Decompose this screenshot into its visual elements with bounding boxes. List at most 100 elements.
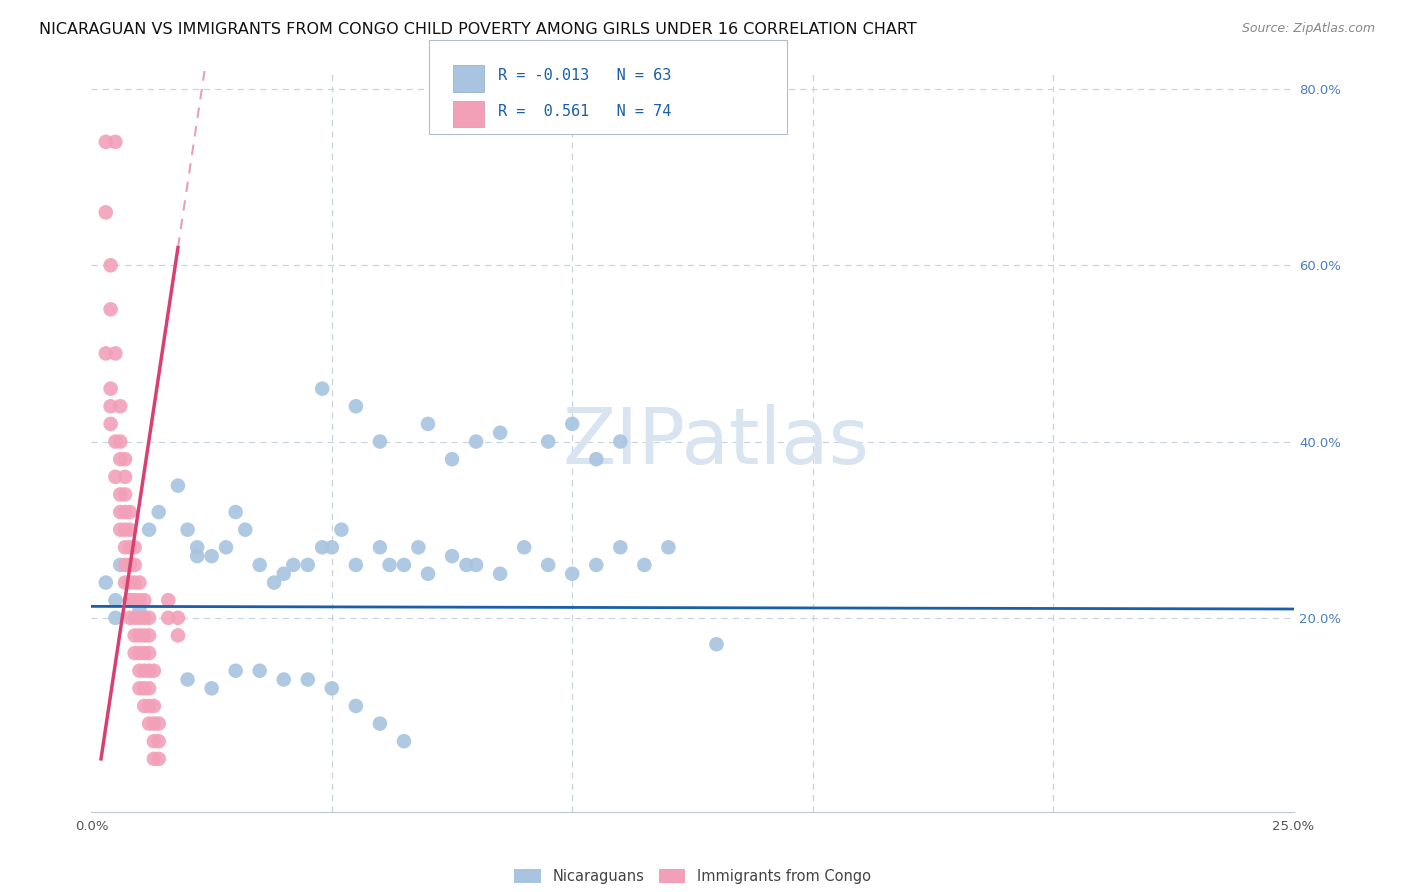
Point <box>110 558 132 572</box>
Point <box>657 541 679 555</box>
Point <box>378 558 401 572</box>
Point <box>104 135 127 149</box>
Point <box>110 523 132 537</box>
Point <box>128 628 150 642</box>
Point <box>489 566 512 581</box>
Point <box>176 523 198 537</box>
Point <box>118 611 141 625</box>
Point <box>186 549 208 563</box>
Point <box>311 382 333 396</box>
Point <box>114 558 136 572</box>
Point <box>110 487 132 501</box>
Point <box>283 558 305 572</box>
Point <box>344 698 367 713</box>
Point <box>104 593 127 607</box>
Point <box>118 593 141 607</box>
Point <box>100 417 122 431</box>
Point <box>104 346 127 360</box>
Point <box>128 681 150 696</box>
Point <box>148 505 170 519</box>
Point <box>392 734 415 748</box>
Point <box>114 541 136 555</box>
Point <box>249 558 271 572</box>
Point <box>186 541 208 555</box>
Point <box>537 434 560 449</box>
Point <box>110 434 132 449</box>
Point <box>225 664 247 678</box>
Point <box>456 558 478 572</box>
Point <box>114 575 136 590</box>
Point <box>408 541 430 555</box>
Point <box>134 664 156 678</box>
Point <box>104 611 127 625</box>
Point <box>142 698 165 713</box>
Point <box>416 566 439 581</box>
Point <box>138 628 160 642</box>
Point <box>124 575 146 590</box>
Point <box>201 549 224 563</box>
Point <box>344 399 367 413</box>
Point <box>561 417 583 431</box>
Point <box>167 628 190 642</box>
Point <box>118 541 141 555</box>
Point <box>118 575 141 590</box>
Point <box>330 523 353 537</box>
Point <box>134 698 156 713</box>
Point <box>440 549 463 563</box>
Point <box>157 611 180 625</box>
Point <box>100 382 122 396</box>
Point <box>416 417 439 431</box>
Point <box>124 646 146 660</box>
Point <box>368 434 391 449</box>
Point <box>128 602 150 616</box>
Point <box>201 681 224 696</box>
Point <box>110 452 132 467</box>
Point <box>128 664 150 678</box>
Point <box>233 523 256 537</box>
Point <box>134 611 156 625</box>
Point <box>167 478 190 492</box>
Point <box>311 541 333 555</box>
Point <box>585 452 607 467</box>
Point <box>118 558 141 572</box>
Point <box>104 470 127 484</box>
Point <box>124 558 146 572</box>
Point <box>124 611 146 625</box>
Point <box>465 558 488 572</box>
Point <box>167 611 190 625</box>
Point <box>114 470 136 484</box>
Point <box>148 734 170 748</box>
Point <box>513 541 536 555</box>
Text: R =  0.561   N = 74: R = 0.561 N = 74 <box>498 104 671 119</box>
Point <box>321 681 343 696</box>
Point <box>100 258 122 272</box>
Point <box>142 716 165 731</box>
Legend: Nicaraguans, Immigrants from Congo: Nicaraguans, Immigrants from Congo <box>509 863 876 889</box>
Point <box>609 434 631 449</box>
Point <box>368 541 391 555</box>
Point <box>114 505 136 519</box>
Point <box>706 637 728 651</box>
Point <box>148 752 170 766</box>
Point <box>142 734 165 748</box>
Point <box>114 452 136 467</box>
Point <box>138 523 160 537</box>
Text: Source: ZipAtlas.com: Source: ZipAtlas.com <box>1241 22 1375 36</box>
Point <box>489 425 512 440</box>
Point <box>321 541 343 555</box>
Text: R = -0.013   N = 63: R = -0.013 N = 63 <box>498 69 671 84</box>
Point <box>118 523 141 537</box>
Point <box>128 611 150 625</box>
Point <box>440 452 463 467</box>
Point <box>134 628 156 642</box>
Point <box>110 399 132 413</box>
Text: NICARAGUAN VS IMMIGRANTS FROM CONGO CHILD POVERTY AMONG GIRLS UNDER 16 CORRELATI: NICARAGUAN VS IMMIGRANTS FROM CONGO CHIL… <box>39 22 917 37</box>
Point <box>344 558 367 572</box>
Point <box>537 558 560 572</box>
Point <box>273 673 295 687</box>
Point <box>104 434 127 449</box>
Point <box>368 716 391 731</box>
Point <box>465 434 488 449</box>
Point <box>263 575 285 590</box>
Point <box>633 558 655 572</box>
